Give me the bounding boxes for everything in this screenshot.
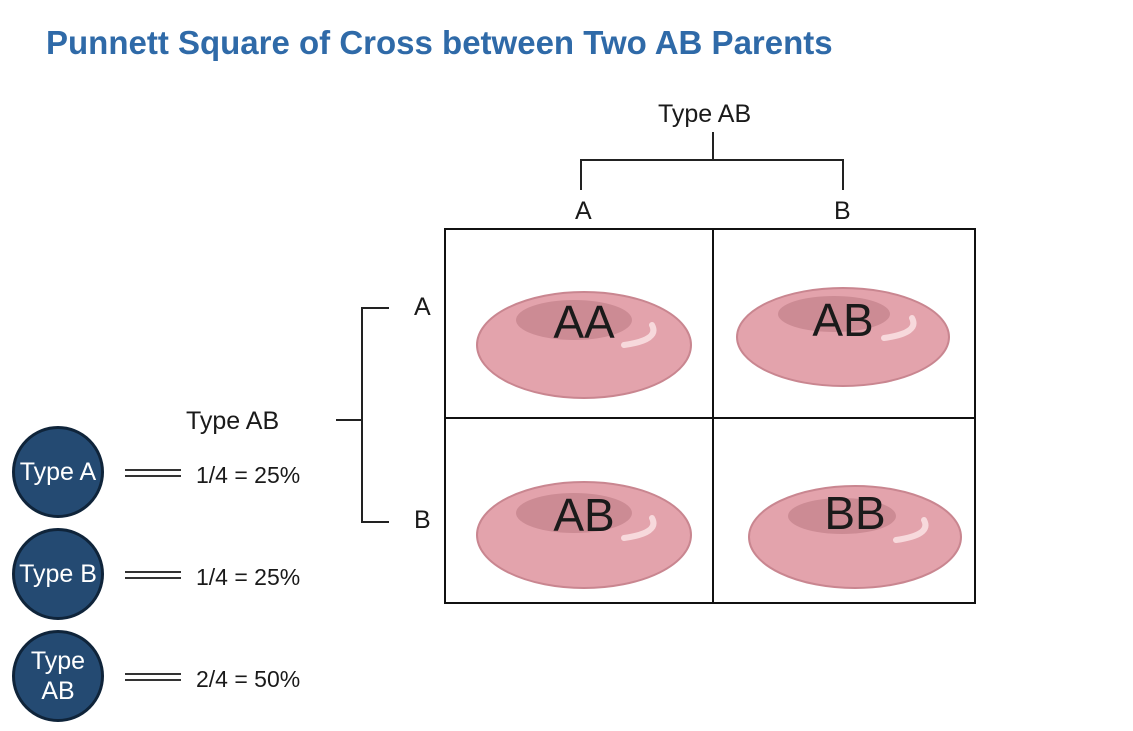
genotype-aa: AA bbox=[553, 296, 615, 348]
cell-ab-top: AB bbox=[734, 286, 952, 388]
genotype-bb: BB bbox=[824, 487, 886, 539]
outcome-type-ab-fraction: 2/4 = 50% bbox=[196, 666, 301, 692]
top-parent-bracket bbox=[580, 132, 844, 190]
punnett-grid bbox=[444, 228, 976, 604]
left-parent-bracket bbox=[336, 307, 389, 523]
top-parent-label: Type AB bbox=[658, 100, 752, 128]
outcome-type-a-badge: Type A bbox=[12, 426, 104, 518]
cell-bb: BB bbox=[746, 484, 964, 590]
left-allele-b: B bbox=[414, 506, 431, 534]
equals-sign bbox=[125, 673, 181, 681]
genotype-ab-top: AB bbox=[812, 294, 874, 346]
outcome-type-ab-badge: Type AB bbox=[12, 630, 104, 722]
red-blood-cell-icon bbox=[476, 481, 692, 589]
red-blood-cell-icon bbox=[476, 291, 692, 399]
left-allele-a: A bbox=[414, 293, 431, 321]
equals-sign bbox=[125, 469, 181, 477]
left-parent-label: Type AB bbox=[186, 407, 280, 435]
red-blood-cell-icon bbox=[736, 287, 950, 387]
red-blood-cell-icon bbox=[748, 485, 962, 589]
top-allele-b: B bbox=[834, 197, 851, 225]
outcome-type-a-fraction: 1/4 = 25% bbox=[196, 462, 301, 488]
page-title: Punnett Square of Cross between Two AB P… bbox=[46, 24, 833, 61]
equals-sign bbox=[125, 571, 181, 579]
outcome-type-b-fraction: 1/4 = 25% bbox=[196, 564, 301, 590]
cell-aa: AA bbox=[474, 290, 694, 400]
cell-ab-bottom: AB bbox=[474, 480, 694, 590]
outcome-type-b-badge: Type B bbox=[12, 528, 104, 620]
top-allele-a: A bbox=[575, 197, 592, 225]
genotype-ab-bottom: AB bbox=[553, 489, 615, 541]
